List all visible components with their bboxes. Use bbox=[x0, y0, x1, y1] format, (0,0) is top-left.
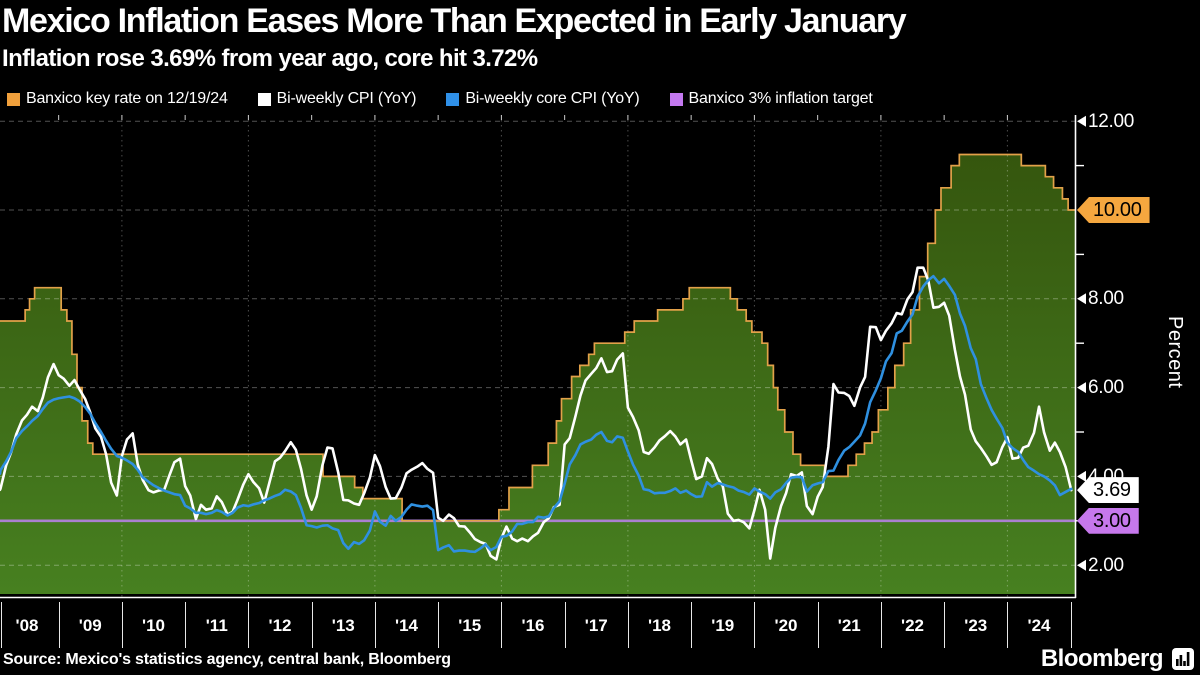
x-tick-label: '19 bbox=[711, 616, 735, 635]
x-tick-label: '11 bbox=[205, 616, 228, 635]
x-tick-label: '21 bbox=[837, 616, 861, 635]
bloomberg-wordmark: Bloomberg bbox=[1040, 645, 1164, 672]
value-badge-3.69: 3.69 bbox=[1077, 477, 1139, 504]
x-tick-label: '13 bbox=[331, 616, 355, 635]
legend-label: Bi-weekly CPI (YoY) bbox=[276, 90, 417, 107]
legend-swatch-icon bbox=[7, 92, 20, 106]
legend-label: Banxico 3% inflation target bbox=[688, 90, 873, 107]
plot-area bbox=[0, 115, 1086, 599]
year-separator bbox=[944, 602, 946, 648]
legend-swatch-icon bbox=[669, 92, 683, 106]
x-tick-label: '22 bbox=[901, 616, 924, 635]
legend-swatch-icon bbox=[257, 92, 271, 106]
x-tick-label: '12 bbox=[268, 616, 292, 635]
year-separator bbox=[0, 602, 2, 648]
year-separator bbox=[1070, 602, 1072, 648]
bloomberg-chart-icon bbox=[1172, 648, 1194, 670]
y-tick-label: 8.00 bbox=[1088, 288, 1124, 310]
legend-item: Banxico 3% inflation target bbox=[669, 90, 873, 108]
y-major-tick bbox=[1077, 382, 1086, 394]
year-separator bbox=[691, 602, 693, 648]
y-major-tick bbox=[1077, 559, 1086, 571]
x-tick-label: '20 bbox=[774, 616, 798, 635]
year-separator bbox=[311, 602, 313, 648]
x-tick-label: '23 bbox=[964, 616, 988, 635]
y-tick-label: 2.00 bbox=[1088, 554, 1124, 576]
x-tick-label: '16 bbox=[521, 616, 545, 635]
legend-label: Bi-weekly core CPI (YoY) bbox=[465, 90, 640, 107]
bloomberg-logo: Bloomberg bbox=[1041, 645, 1194, 673]
source-text: Source: Mexico's statistics agency, cent… bbox=[3, 651, 451, 668]
year-separator bbox=[754, 602, 756, 648]
year-separator bbox=[248, 602, 250, 648]
key-rate-area bbox=[0, 154, 1075, 594]
year-separator bbox=[374, 602, 376, 648]
legend-swatch-icon bbox=[446, 92, 460, 106]
y-major-tick bbox=[1077, 293, 1086, 305]
chart-title: Mexico Inflation Eases More Than Expecte… bbox=[2, 2, 907, 40]
year-separator bbox=[438, 602, 440, 648]
x-tick-label: '17 bbox=[584, 616, 608, 635]
value-badge-10.00: 10.00 bbox=[1077, 197, 1150, 223]
legend-label: Banxico key rate on 12/19/24 bbox=[26, 90, 228, 107]
headline-cpi-line bbox=[0, 266, 1073, 561]
chart-legend: Banxico key rate on 12/19/24 Bi-weekly CP… bbox=[7, 90, 873, 108]
legend-item: Bi-weekly core CPI (YoY) bbox=[446, 90, 640, 108]
year-separator bbox=[1007, 602, 1009, 648]
value-badge-3.00: 3.00 bbox=[1077, 507, 1139, 534]
year-separator bbox=[58, 602, 60, 648]
year-separator bbox=[627, 602, 629, 648]
year-separator bbox=[817, 602, 819, 648]
key-rate-step-line bbox=[0, 153, 1075, 522]
y-tick-label: 12.00 bbox=[1088, 110, 1135, 132]
x-tick-label: '09 bbox=[78, 616, 102, 635]
y-tick-label: 6.00 bbox=[1088, 377, 1124, 399]
chart-subtitle: Inflation rose 3.69% from year ago, core… bbox=[2, 45, 538, 72]
year-separator bbox=[121, 602, 123, 648]
x-tick-label: '08 bbox=[15, 616, 39, 635]
year-separator bbox=[185, 602, 187, 648]
x-axis: '08 '09 '10 '11 '12 '13 '14 '15 '16 '17 '18 '19 '20 '… bbox=[0, 602, 1200, 650]
core-cpi-line bbox=[0, 274, 1073, 554]
x-tick-label: '14 bbox=[395, 616, 418, 635]
year-separator bbox=[564, 602, 566, 648]
x-tick-label: '18 bbox=[648, 616, 671, 635]
x-tick-label: '10 bbox=[142, 616, 165, 635]
y-major-tick bbox=[1077, 470, 1086, 482]
y-major-tick bbox=[1077, 115, 1086, 127]
x-tick-label: '24 bbox=[1027, 616, 1051, 635]
x-tick-label: '15 bbox=[458, 616, 482, 635]
legend-item: Banxico key rate on 12/19/24 bbox=[7, 90, 228, 108]
year-separator bbox=[501, 602, 503, 648]
year-separator bbox=[880, 602, 882, 648]
y-axis-title: Percent bbox=[1164, 316, 1186, 389]
legend-item: Bi-weekly CPI (YoY) bbox=[257, 90, 417, 108]
